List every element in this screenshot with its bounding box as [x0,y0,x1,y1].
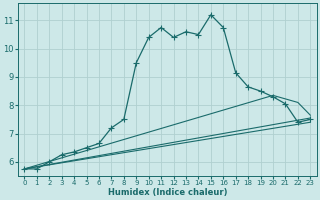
X-axis label: Humidex (Indice chaleur): Humidex (Indice chaleur) [108,188,227,197]
